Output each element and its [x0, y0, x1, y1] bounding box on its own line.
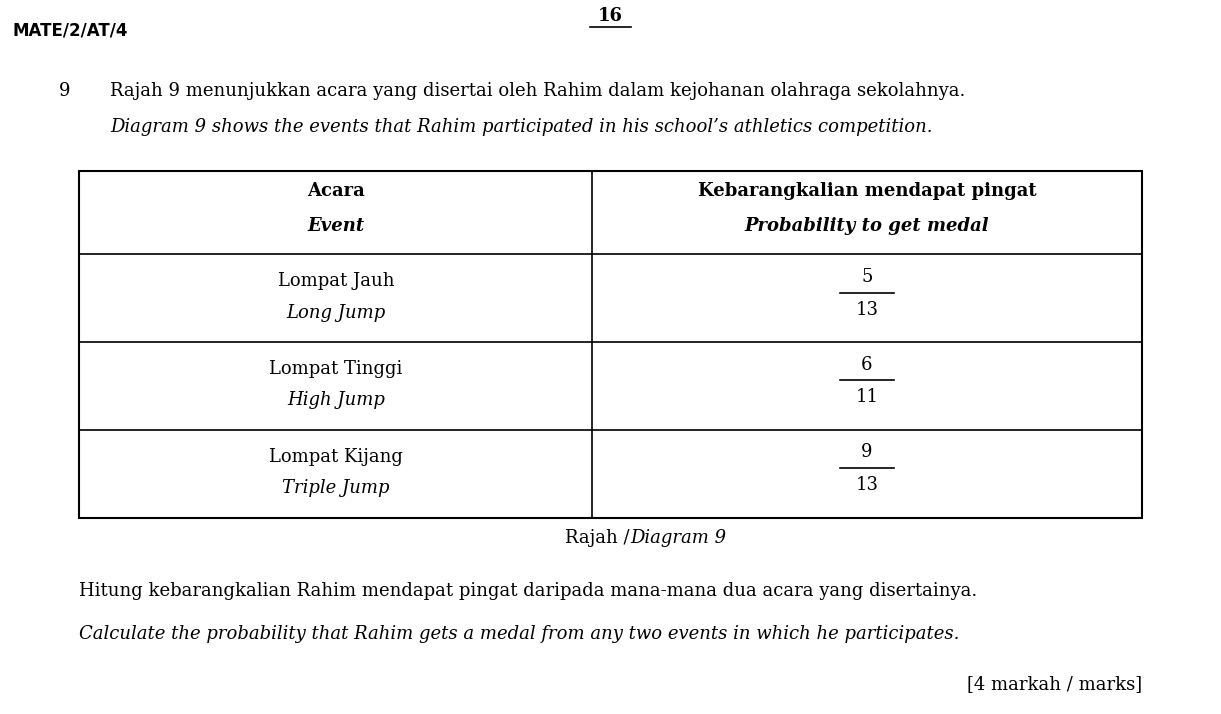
- Text: Calculate the probability that Rahim gets a medal from any two events in which h: Calculate the probability that Rahim get…: [79, 625, 960, 643]
- Text: 11: 11: [856, 388, 878, 406]
- Text: 13: 13: [856, 476, 878, 494]
- Text: 9: 9: [861, 443, 873, 461]
- Text: MATE/2/AT/4: MATE/2/AT/4: [12, 21, 128, 39]
- Text: 9: 9: [59, 82, 70, 100]
- Text: Probability to get medal: Probability to get medal: [745, 217, 989, 235]
- Text: Lompat Jauh: Lompat Jauh: [277, 272, 394, 290]
- Text: Rajah 9 menunjukkan acara yang disertai oleh Rahim dalam kejohanan olahraga seko: Rajah 9 menunjukkan acara yang disertai …: [110, 82, 966, 100]
- Text: [4 markah / marks]: [4 markah / marks]: [967, 675, 1142, 693]
- Text: 16: 16: [598, 7, 623, 25]
- Text: Acara: Acara: [306, 183, 365, 201]
- Text: Kebarangkalian mendapat pingat: Kebarangkalian mendapat pingat: [697, 183, 1037, 201]
- Text: Event: Event: [308, 217, 364, 235]
- Text: Hitung kebarangkalian Rahim mendapat pingat daripada mana-mana dua acara yang di: Hitung kebarangkalian Rahim mendapat pin…: [79, 582, 978, 600]
- Text: Diagram 9 shows the events that Rahim participated in his school’s athletics com: Diagram 9 shows the events that Rahim pa…: [110, 118, 933, 136]
- Text: Lompat Kijang: Lompat Kijang: [269, 448, 403, 466]
- Text: 13: 13: [856, 301, 878, 318]
- Text: Triple Jump: Triple Jump: [282, 479, 389, 497]
- Text: Diagram 9: Diagram 9: [630, 528, 726, 547]
- Text: 6: 6: [861, 356, 873, 373]
- Text: Rajah /: Rajah /: [565, 528, 636, 547]
- Text: High Jump: High Jump: [287, 391, 385, 409]
- Text: 5: 5: [861, 268, 873, 286]
- Text: Lompat Tinggi: Lompat Tinggi: [269, 360, 403, 378]
- Text: Long Jump: Long Jump: [286, 303, 386, 321]
